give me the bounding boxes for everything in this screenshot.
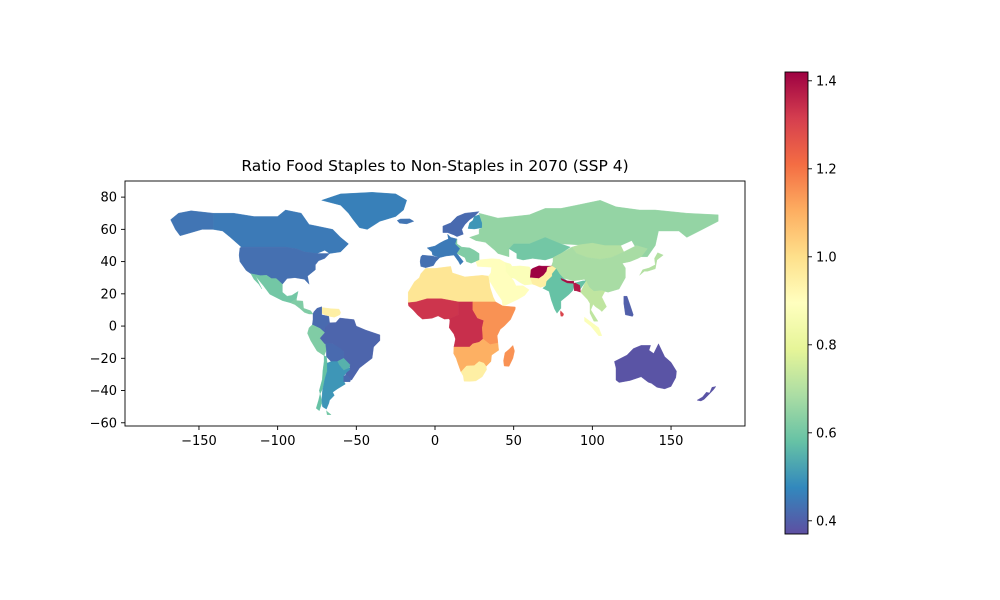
region-madagascar: Madagascar	[503, 345, 515, 367]
colorbar-frame	[784, 71, 809, 535]
colorbar-tick-label: 1.2	[816, 162, 837, 177]
region-uruguay: Uruguay	[343, 374, 352, 383]
region-north-africa: North Africa	[408, 266, 496, 303]
region-canada: Canada	[212, 209, 349, 254]
region-finland: Finland	[467, 214, 483, 230]
region-alaska: Alaska	[170, 210, 214, 237]
region-iceland: Iceland	[396, 218, 415, 225]
y-tick-label: 60	[100, 223, 117, 238]
x-tick-label: −50	[343, 434, 370, 449]
x-tick-label: 0	[431, 434, 439, 449]
region-middle-east: Middle East	[475, 258, 530, 306]
y-tick-label: −40	[90, 384, 117, 399]
x-tick-label: 150	[659, 434, 684, 449]
region-china: China	[551, 245, 648, 293]
region-southern-africa: Southern Africa	[453, 338, 499, 373]
region-philippines: Philippines	[623, 296, 634, 317]
x-tick-label: −150	[181, 434, 217, 449]
region-mexico: Mexico	[250, 273, 299, 303]
colorbar-tick-label: 1.0	[816, 250, 837, 265]
x-tick-label: −100	[260, 434, 296, 449]
x-tick-label: 50	[505, 434, 522, 449]
colorbar-tick-label: 1.4	[816, 74, 837, 89]
region-venezuela: Venezuela	[321, 307, 341, 318]
y-tick-label: 20	[100, 287, 117, 302]
region-australia: Australia	[614, 343, 677, 390]
region-eastern-europe: Eastern Europe	[455, 238, 480, 264]
region-south-africa: South Africa	[460, 361, 487, 382]
region-new-zealand: New Zealand	[696, 386, 717, 402]
region-greenland: Greenland	[321, 192, 407, 230]
region-central-america: Central America	[289, 298, 314, 315]
colorbar-axis: 1.4 1.2 1.0 0.8 0.6 0.4	[808, 74, 837, 529]
y-tick-label: −20	[90, 352, 117, 367]
colorbar-tick-label: 0.8	[816, 338, 837, 353]
colorbar-tick-label: 0.4	[816, 514, 837, 529]
colorbar	[785, 72, 808, 534]
y-tick-label: 40	[100, 255, 117, 270]
y-tick-label: 80	[100, 191, 117, 206]
region-west-africa: West Africa	[407, 298, 459, 320]
x-axis: −150 −100 −50 0 50 100 150	[181, 426, 683, 449]
region-sri-lanka: Sri Lanka	[560, 310, 564, 317]
region-indonesia: Indonesia	[584, 316, 603, 336]
region-southeast-asia: Southeast Asia	[580, 280, 607, 322]
region-japan: Japan	[639, 252, 664, 276]
region-east-africa: East Africa	[472, 301, 516, 345]
y-axis: 80 60 40 20 0 −20 −40 −60	[90, 191, 125, 431]
y-tick-label: 0	[109, 320, 117, 335]
chart-title: Ratio Food Staples to Non-Staples in 207…	[241, 157, 628, 175]
x-tick-label: 100	[580, 434, 605, 449]
colorbar-tick-label: 0.6	[816, 426, 837, 441]
region-brazil: Brazil	[319, 317, 381, 381]
region-iberia: Iberia	[419, 254, 441, 268]
region-argentina: Argentina	[321, 361, 351, 410]
region-patagonia: Patagonia	[326, 410, 332, 415]
region-scandinavia: Scandinavia	[442, 211, 480, 237]
map-layer: CanadaGreenlandAlaskaUnited StatesMexico…	[170, 192, 719, 415]
y-tick-label: −60	[90, 416, 117, 431]
